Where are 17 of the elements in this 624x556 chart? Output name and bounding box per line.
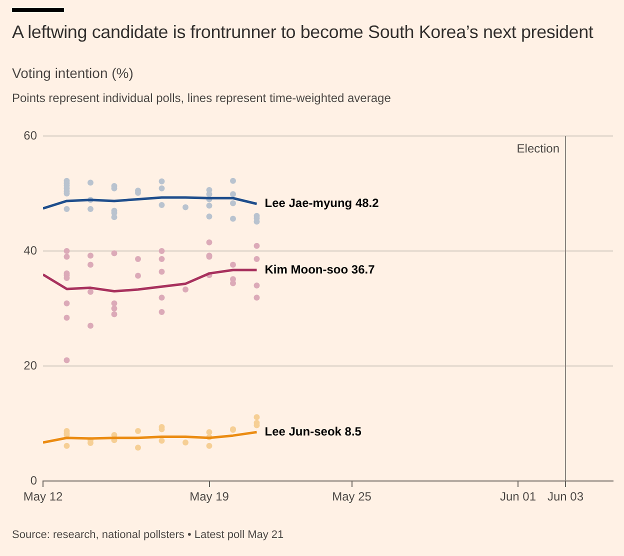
text: Lee Jae-myung 48.2 <box>264 196 379 210</box>
y-tick-label: 40 <box>24 243 38 258</box>
y-tick-label: 60 <box>24 128 38 142</box>
x-tick-label: May 25 <box>332 490 372 504</box>
text: Points represent individual polls, lines represent time-weighted average <box>12 91 391 105</box>
ref-line-label: Election <box>516 141 560 156</box>
x-tick-label: Jun 03 <box>547 490 584 504</box>
x-tick-label: May 12 <box>23 490 63 504</box>
y-tick-label: 20 <box>24 358 38 372</box>
x-tick-label: May 19 <box>190 490 230 504</box>
text: Lee Jun-seok 8.5 <box>264 424 362 438</box>
chart-title: A leftwing candidate is frontrunner to become South Korea’s next president <box>12 22 594 43</box>
chart-subtitle: Voting intention (%) <box>12 65 134 81</box>
source-note: Source: research, national pollsters • Latest poll May 21 <box>12 529 284 541</box>
y-tick-label: 0 <box>30 473 38 488</box>
x-tick-label: Jun 01 <box>500 490 536 504</box>
text: Kim Moon-soo 36.7 <box>264 262 375 276</box>
